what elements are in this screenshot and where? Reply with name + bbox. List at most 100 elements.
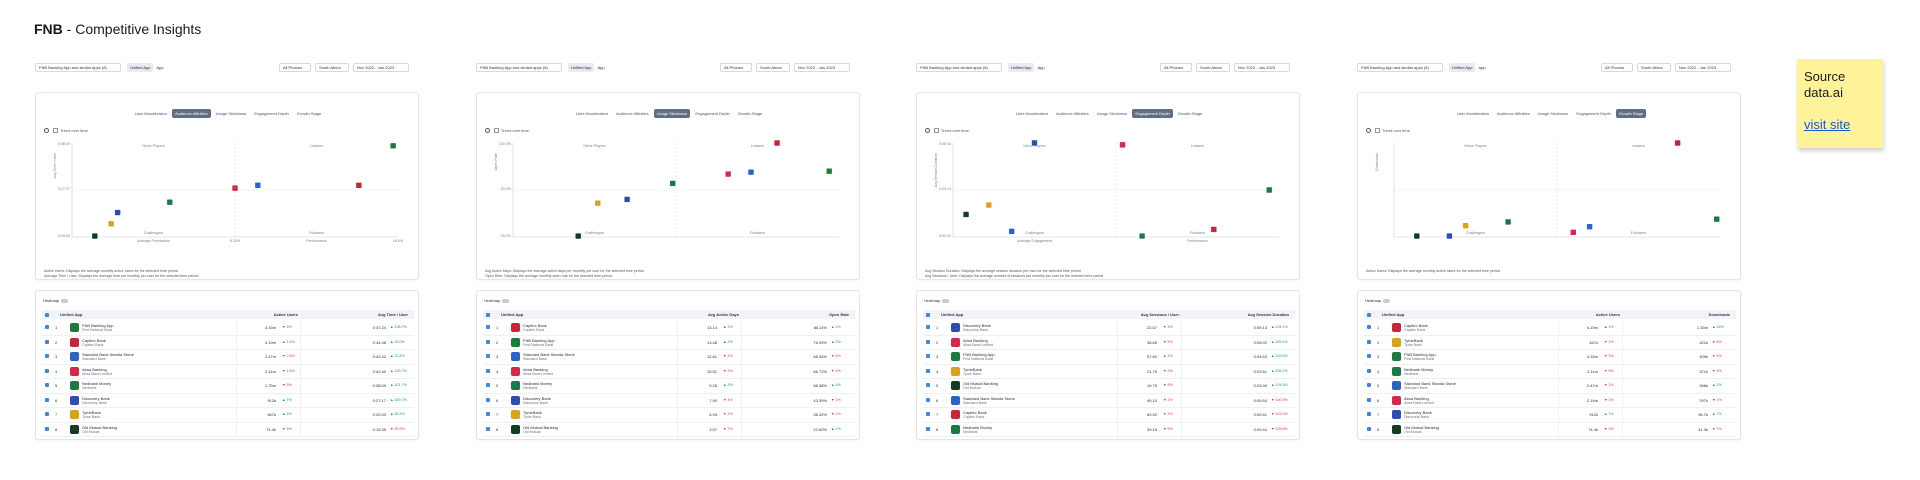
row-checkbox[interactable] xyxy=(486,339,490,344)
scatter-point[interactable] xyxy=(1210,226,1218,233)
row-checkbox[interactable] xyxy=(486,397,490,402)
app-name[interactable]: Standard Bank Standa Stone xyxy=(82,352,134,357)
app-selector-dropdown[interactable]: FNB Banking App and similar apps (8) xyxy=(476,63,562,72)
tab-user-monetization[interactable]: User Monetization xyxy=(575,111,608,116)
scatter-point[interactable] xyxy=(1031,139,1038,147)
scatter-point[interactable] xyxy=(773,139,781,147)
row-checkbox[interactable] xyxy=(926,383,930,387)
select-all-checkbox[interactable] xyxy=(926,312,930,317)
table-row[interactable]: 4 TymeBank Tyme Bank 21.70 ▼ 2% 0:03:51 ▲ 106.… xyxy=(923,364,1295,379)
row-checkbox[interactable] xyxy=(926,397,930,402)
app-selector-dropdown[interactable]: FNB Banking App and similar apps (8) xyxy=(1357,63,1443,72)
device-dropdown[interactable]: All Phones xyxy=(279,63,311,72)
country-dropdown[interactable]: South Africa xyxy=(315,63,349,72)
column-header-app[interactable]: Unified App xyxy=(1382,312,1405,317)
date-range-dropdown[interactable]: Nov 2022 - Jan 2023 xyxy=(353,63,409,72)
tab-usage-stickiness[interactable]: Usage Stickiness xyxy=(1537,111,1569,116)
app-name[interactable]: FNB Banking App xyxy=(523,337,555,343)
scatter-point[interactable] xyxy=(1413,232,1421,240)
scatter-point[interactable] xyxy=(669,180,677,187)
row-checkbox[interactable] xyxy=(1367,339,1371,344)
row-checkbox[interactable] xyxy=(926,354,930,358)
app-name[interactable]: FNB Banking App xyxy=(1404,352,1436,357)
trend-checkbox[interactable] xyxy=(53,128,58,134)
tab-growth-stage[interactable]: Growth Stage xyxy=(1615,109,1647,118)
tab-user-monetization[interactable]: User Monetization xyxy=(1456,111,1489,116)
column-header-metric-1[interactable]: Active Users xyxy=(273,312,298,317)
country-dropdown[interactable]: South Africa xyxy=(1637,63,1671,72)
column-header-metric-1[interactable]: Active Users xyxy=(1595,312,1620,317)
select-all-checkbox[interactable] xyxy=(486,312,490,317)
select-all-checkbox[interactable] xyxy=(45,312,49,317)
unified-app-toggle[interactable]: Unified App App xyxy=(127,63,167,72)
row-checkbox[interactable] xyxy=(926,412,930,416)
row-checkbox[interactable] xyxy=(1367,354,1371,358)
app-selector-dropdown[interactable]: FNB Banking App and similar apps (8) xyxy=(35,63,121,72)
table-row[interactable]: 1 Capitec Bank Capitec Bank 13.14 ▲ 1% 86.11%… xyxy=(483,321,855,336)
app-option[interactable]: App xyxy=(1478,65,1486,70)
scatter-point[interactable] xyxy=(623,196,631,203)
toggle-switch-icon[interactable] xyxy=(1383,298,1391,303)
unified-app-toggle[interactable]: Unified App App xyxy=(568,63,608,72)
app-name[interactable]: Standard Bank Standa Stone xyxy=(523,352,575,357)
row-checkbox[interactable] xyxy=(486,354,490,358)
table-row[interactable]: 5 Nedbank Money Nedbank 9.26 ▲ 3% 56.38% ▲ 4% xyxy=(483,379,855,394)
table-row[interactable]: 2 TymeBank Tyme Bank 467k ▼ 2% 421k ▼ 6% xyxy=(1364,335,1736,350)
app-name[interactable]: Capitec Bank xyxy=(1404,323,1428,328)
table-row[interactable]: 5 Standard Bank Standa Stone Standard Bank… xyxy=(1364,379,1736,394)
row-checkbox[interactable] xyxy=(1367,325,1371,329)
unified-app-option[interactable]: Unified App xyxy=(127,63,154,72)
table-row[interactable]: 8 Nedbank Money Nedbank 39.15 ▼ 5% 0:00:44 ▼ 1… xyxy=(923,422,1295,437)
app-name[interactable]: Standard Bank Standa Stone xyxy=(1404,381,1456,386)
scatter-point[interactable] xyxy=(355,181,363,189)
heatmap-toggle[interactable]: Heatmap xyxy=(924,298,950,303)
scatter-point[interactable] xyxy=(1504,218,1512,226)
row-checkbox[interactable] xyxy=(1367,383,1371,387)
app-name[interactable]: Discovery Bank xyxy=(82,395,110,401)
scatter-point[interactable] xyxy=(985,201,993,209)
trend-checkbox[interactable] xyxy=(934,128,939,134)
scatter-point[interactable] xyxy=(1713,215,1721,223)
tab-usage-stickiness[interactable]: Usage Stickiness xyxy=(215,111,247,116)
app-name[interactable]: Capitec Bank xyxy=(82,337,106,343)
app-option[interactable]: App xyxy=(1037,65,1045,70)
row-checkbox[interactable] xyxy=(926,325,930,329)
table-row[interactable]: 3 Standard Bank Standa Stone Standard Bank… xyxy=(42,350,414,365)
table-row[interactable]: 4 Nedbank Money Nedbank 2.11m ▼ 5% 371k ▼ 4% xyxy=(1364,364,1736,379)
table-row[interactable]: 6 Standard Bank Standa Stone Standard Bank… xyxy=(923,393,1295,408)
device-dropdown[interactable]: All Phones xyxy=(720,63,752,72)
table-row[interactable]: 1 FNB Banking App First National Bank 4.33m… xyxy=(42,321,414,336)
tab-growth-stage[interactable]: Growth Stage xyxy=(737,111,763,116)
date-range-dropdown[interactable]: Nov 2022 - Jan 2023 xyxy=(1675,63,1731,72)
app-name[interactable]: Absa Banking xyxy=(1404,395,1429,401)
tab-growth-stage[interactable]: Growth Stage xyxy=(1177,111,1203,116)
scatter-point[interactable] xyxy=(962,211,970,218)
row-checkbox[interactable] xyxy=(45,383,49,387)
app-name[interactable]: TymeBank xyxy=(82,410,101,415)
row-checkbox[interactable] xyxy=(45,412,49,416)
tab-engagement-depth[interactable]: Engagement Depth xyxy=(1132,109,1173,118)
row-checkbox[interactable] xyxy=(1367,397,1371,402)
row-checkbox[interactable] xyxy=(1367,412,1371,416)
scatter-point[interactable] xyxy=(747,168,755,176)
app-name[interactable]: Standard Bank Standa Stone xyxy=(963,395,1015,401)
scatter-point[interactable] xyxy=(1138,232,1146,240)
scatter-point[interactable] xyxy=(114,209,121,216)
app-name[interactable]: Nedbank Money xyxy=(1404,366,1434,372)
app-option[interactable]: App xyxy=(597,65,605,70)
trend-over-time-control[interactable]: Trend over time xyxy=(44,128,88,134)
row-checkbox[interactable] xyxy=(45,397,49,402)
scatter-point[interactable] xyxy=(231,184,239,192)
row-checkbox[interactable] xyxy=(45,354,49,358)
table-row[interactable]: 6 Absa Banking Absa Bank Limited 2.14m ▼ 2% 2… xyxy=(1364,393,1736,408)
table-row[interactable]: 8 Old Mutual Banking Old Mutual 3.57 ▼ 7% 22.… xyxy=(483,422,855,437)
app-name[interactable]: Old Mutual Banking xyxy=(963,381,998,386)
row-checkbox[interactable] xyxy=(45,368,49,373)
trend-over-time-control[interactable]: Trend over time xyxy=(1366,128,1410,134)
toggle-switch-icon[interactable] xyxy=(502,298,510,303)
row-checkbox[interactable] xyxy=(486,325,490,329)
app-name[interactable]: Discovery Bank xyxy=(963,323,991,328)
table-row[interactable]: 2 FNB Banking App First National Bank 13.48… xyxy=(483,335,855,350)
table-row[interactable]: 6 Discovery Bank Discovery Bank 912k ▲ 7% 0:2… xyxy=(42,393,414,408)
app-name[interactable]: Absa Banking xyxy=(523,366,548,372)
